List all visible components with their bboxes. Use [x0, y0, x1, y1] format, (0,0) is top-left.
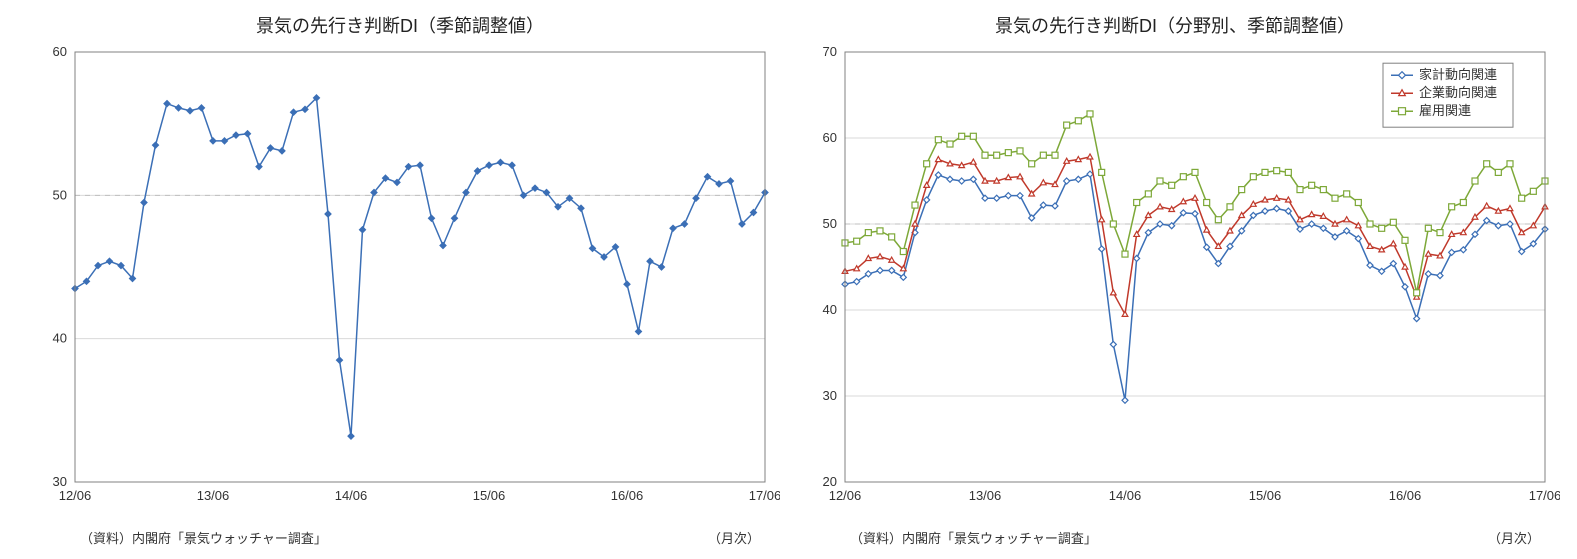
svg-text:企業動向関連: 企業動向関連	[1419, 85, 1497, 100]
chart-canvas-right: 20 30 40 50 60 70 12/06 13/06 14/06 15/06 16/06 17/…	[790, 42, 1560, 512]
svg-text:40: 40	[823, 302, 837, 317]
svg-text:60: 60	[53, 44, 67, 59]
svg-text:70: 70	[823, 44, 837, 59]
svg-text:40: 40	[53, 331, 67, 346]
chart-panel-right: 景気の先行き判断DI（分野別、季節調整値） 20 30 40 50 60 70 12/06 1…	[790, 0, 1560, 559]
svg-text:20: 20	[823, 474, 837, 489]
svg-text:50: 50	[53, 187, 67, 202]
chart-title-right: 景気の先行き判断DI（分野別、季節調整値）	[790, 12, 1560, 38]
svg-text:16/06: 16/06	[611, 488, 644, 503]
svg-text:12/06: 12/06	[829, 488, 862, 503]
footer-unit-right: （月次）	[1488, 528, 1540, 547]
footer-unit-left: （月次）	[708, 528, 760, 547]
footer-source-left: （資料）内閣府「景気ウォッチャー調査」	[80, 528, 327, 547]
svg-text:雇用関連: 雇用関連	[1419, 103, 1471, 118]
svg-text:13/06: 13/06	[969, 488, 1002, 503]
svg-text:15/06: 15/06	[1249, 488, 1282, 503]
svg-text:17/06: 17/06	[749, 488, 780, 503]
svg-text:13/06: 13/06	[197, 488, 230, 503]
svg-text:14/06: 14/06	[335, 488, 368, 503]
svg-text:50: 50	[823, 216, 837, 231]
svg-text:家計動向関連: 家計動向関連	[1419, 67, 1497, 82]
footer-source-right: （資料）内閣府「景気ウォッチャー調査」	[850, 528, 1097, 547]
svg-text:60: 60	[823, 130, 837, 145]
chart-title-left: 景気の先行き判断DI（季節調整値）	[20, 12, 780, 38]
svg-text:30: 30	[53, 474, 67, 489]
chart-canvas-left: 30 40 50 60 12/06 13/06 14/06 15/06 16/06 17/06	[20, 42, 780, 512]
svg-text:16/06: 16/06	[1389, 488, 1422, 503]
svg-text:30: 30	[823, 388, 837, 403]
svg-text:15/06: 15/06	[473, 488, 506, 503]
svg-text:17/06: 17/06	[1529, 488, 1560, 503]
svg-text:14/06: 14/06	[1109, 488, 1142, 503]
svg-text:12/06: 12/06	[59, 488, 92, 503]
chart-panel-left: 景気の先行き判断DI（季節調整値） 30 40 50 60 12/06 13/06 14/0…	[20, 0, 780, 559]
